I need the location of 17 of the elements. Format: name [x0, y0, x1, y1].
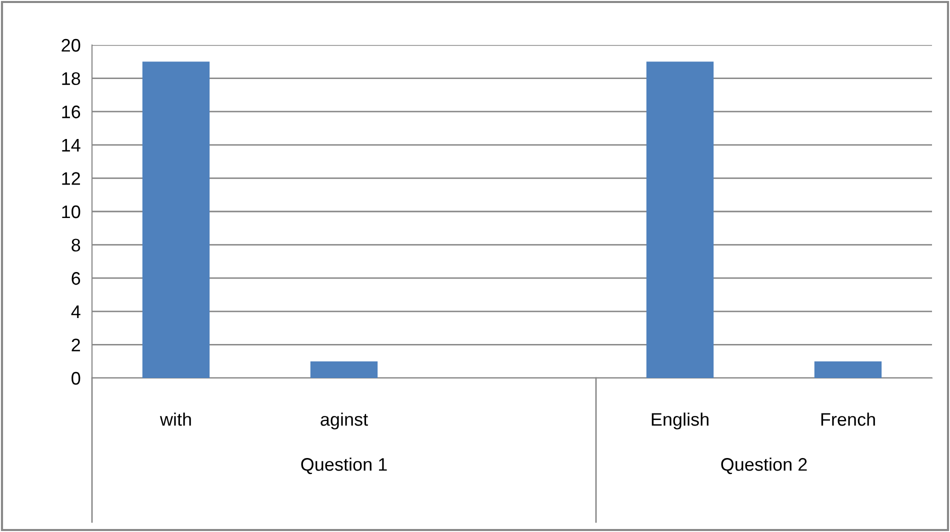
y-tick-label: 2 — [72, 338, 80, 352]
y-tick-label: 18 — [62, 72, 80, 86]
y-tick-label: 8 — [72, 238, 80, 252]
y-tick-label: 0 — [72, 372, 80, 385]
y-tick-label: 6 — [72, 272, 80, 285]
y-tick-label: 16 — [62, 106, 80, 118]
text: Question 1 — [301, 458, 387, 474]
y-tick-label: 4 — [71, 306, 80, 318]
x-tick-label: with — [160, 412, 191, 426]
x-tick-label: French — [821, 412, 875, 426]
x-tick-label: aginst — [320, 412, 368, 430]
y-tick-label: 20 — [62, 38, 80, 52]
y-tick-label: 10 — [62, 205, 80, 218]
text: Question 2 — [721, 458, 807, 474]
y-tick-label: 14 — [62, 139, 80, 152]
y-tick-label: 12 — [62, 172, 80, 185]
x-tick-label: English — [652, 412, 708, 430]
